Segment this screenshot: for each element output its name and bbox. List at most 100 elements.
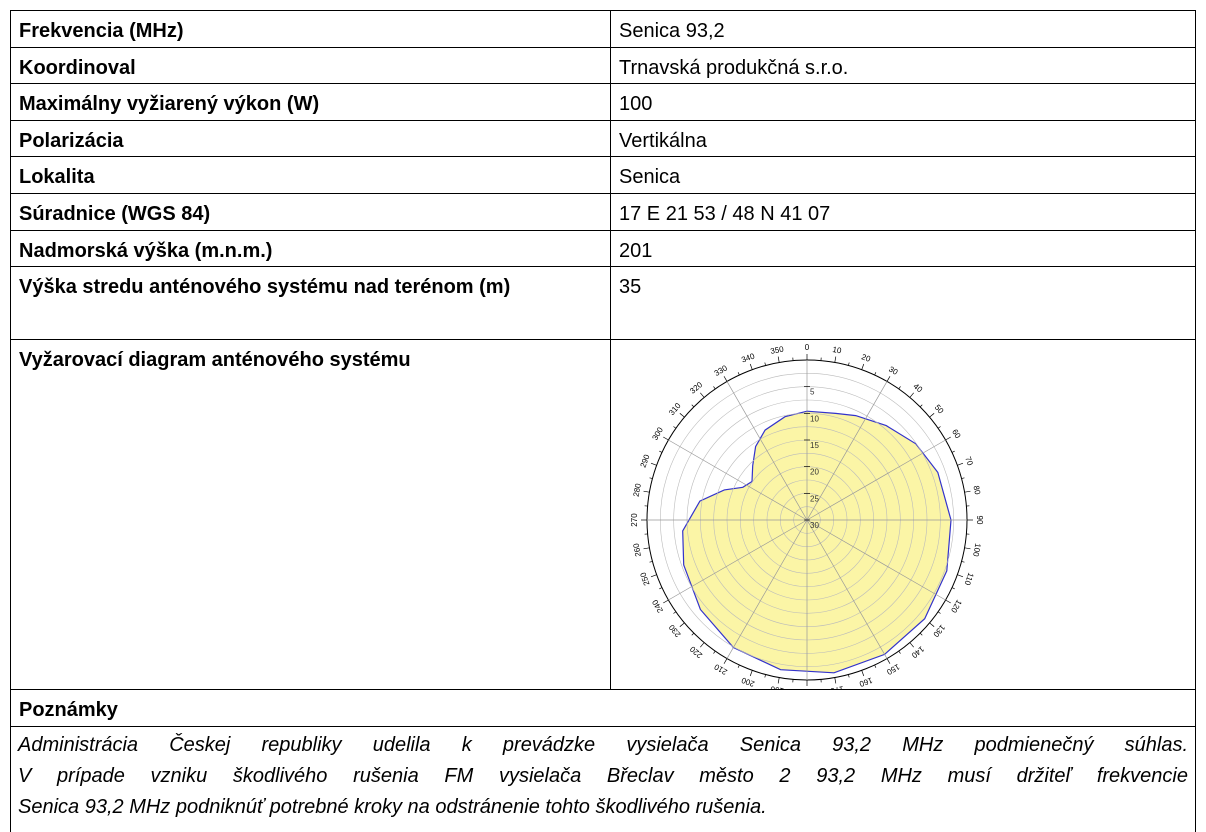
tick [957, 574, 964, 578]
tick [834, 356, 837, 363]
tick [886, 376, 891, 382]
tick [951, 587, 955, 590]
angle-label: 170 [829, 684, 844, 689]
tick [700, 392, 705, 398]
angle-label: 0 [805, 343, 810, 352]
angle-label: 190 [769, 684, 784, 689]
tick [919, 632, 923, 636]
value-cell: Trnavská produkčná s.r.o. [610, 46, 1196, 85]
tick [861, 363, 865, 370]
tick [937, 426, 941, 429]
tick [764, 362, 766, 366]
value-cell: Vertikálna [610, 119, 1196, 158]
angle-label: 290 [638, 453, 651, 469]
radial-label: 20 [810, 468, 819, 477]
tick [663, 436, 669, 441]
radiation-diagram: 0 102030405060708090100110120130140150160… [615, 341, 1000, 689]
radial-label: 5 [810, 388, 815, 397]
tick [961, 477, 965, 479]
angle-label: 340 [740, 351, 756, 364]
spoke [806, 439, 946, 521]
tick [777, 677, 780, 684]
tick [673, 611, 677, 614]
label-cell: Nadmorská výška (m.n.m.) [10, 229, 611, 268]
angle-label: 70 [963, 455, 975, 467]
spoke [668, 439, 808, 521]
spoke [806, 519, 946, 601]
spoke [806, 381, 888, 521]
tick [679, 622, 685, 627]
angle-label: 350 [770, 345, 785, 356]
tick [945, 599, 951, 604]
spoke [726, 519, 808, 659]
radial-label: 15 [810, 441, 819, 450]
tick [937, 611, 941, 614]
spoke [726, 381, 808, 521]
angle-label: 200 [740, 675, 756, 688]
tick [886, 658, 891, 664]
notes-heading: Poznámky [10, 689, 1196, 727]
value-cell: 100 [610, 83, 1196, 121]
tick [919, 404, 923, 408]
tick [643, 490, 650, 493]
tick [764, 674, 766, 678]
tick [961, 561, 965, 563]
tick [650, 574, 657, 578]
label-cell: Súradnice (WGS 84) [10, 193, 611, 231]
tick [929, 413, 935, 418]
tick [691, 632, 695, 636]
tick [723, 376, 728, 382]
angle-label: 110 [962, 571, 975, 587]
tick [848, 362, 850, 366]
tick [898, 650, 901, 654]
tick [723, 658, 728, 664]
tick [700, 642, 705, 648]
spoke [668, 519, 808, 601]
tick [777, 356, 780, 363]
tick [874, 372, 877, 376]
angle-label: 20 [860, 352, 872, 364]
value-cell: 35 [610, 266, 1196, 341]
spoke [806, 519, 888, 659]
value-cell: 17 E 21 53 / 48 N 41 07 [610, 193, 1196, 231]
angle-label: 260 [632, 542, 643, 557]
angle-label: 100 [971, 543, 982, 558]
tick [909, 392, 914, 398]
tick [945, 436, 951, 441]
radial-label: 25 [810, 494, 819, 503]
tick [713, 650, 716, 654]
tick [848, 674, 850, 678]
value-cell: 201 [610, 229, 1196, 268]
tick [663, 599, 669, 604]
tick [929, 622, 935, 627]
note-line: Senica 93,2 MHz podniknúť potrebné kroky… [18, 796, 767, 818]
tick [898, 386, 901, 390]
value-cell: Senica [610, 156, 1196, 194]
tick [749, 363, 753, 370]
tick [861, 670, 865, 677]
label-cell: Polarizácia [10, 119, 611, 158]
angle-label: 160 [858, 675, 874, 688]
tick [737, 664, 740, 668]
label-cell: Frekvencia (MHz) [10, 10, 611, 48]
angle-label: 270 [630, 513, 639, 527]
angle-label: 180 [800, 688, 814, 689]
tick [964, 547, 971, 550]
tick [673, 426, 677, 429]
tick [834, 677, 837, 684]
tick [737, 372, 740, 376]
note-line: Administrácia Českej republiky udelila k… [18, 734, 1188, 756]
label-cell: Maximálny vyžiarený výkon (W) [10, 83, 611, 121]
angle-label: 280 [632, 482, 643, 497]
tick [909, 642, 914, 648]
tick [649, 477, 653, 479]
tick [643, 547, 650, 550]
angle-label: 90 [975, 516, 984, 525]
label-cell: Vyžarovací diagram anténového systému [10, 339, 611, 691]
tick [874, 664, 877, 668]
tick [679, 413, 685, 418]
angle-label: 10 [832, 345, 843, 356]
radial-label: 10 [810, 414, 819, 423]
tick [713, 386, 716, 390]
